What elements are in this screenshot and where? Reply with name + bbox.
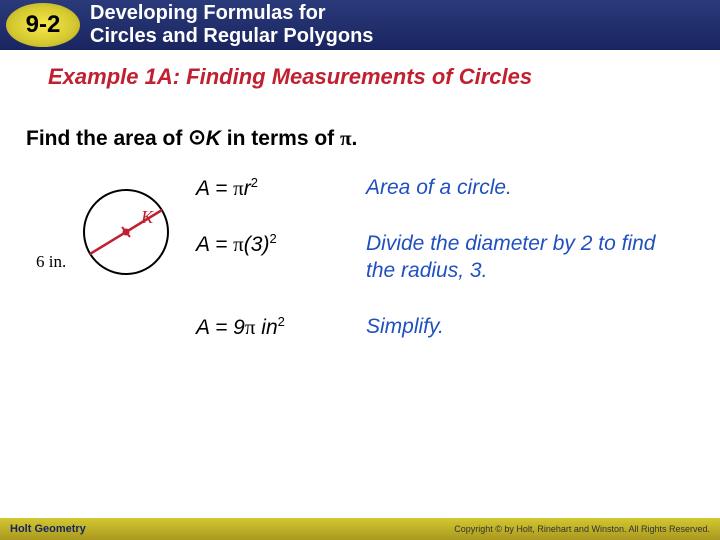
prompt-end: . (352, 127, 358, 150)
title-line1: Developing Formulas for (90, 2, 373, 25)
circle-symbol: ⊙ (188, 125, 206, 149)
explanation-3: Simplify. (366, 314, 666, 340)
work-table: A = πr2 Area of a circle. A = π(3)2 Divi… (196, 175, 666, 370)
content-area: K 6 in. A = πr2 Area of a circle. A = π(… (0, 171, 720, 370)
center-label: K (140, 207, 154, 227)
explanation-2: Divide the diameter by 2 to find the rad… (366, 231, 666, 284)
circle-svg: K 6 in. (36, 177, 186, 297)
title-line2: Circles and Regular Polygons (90, 25, 373, 48)
section-badge: 9-2 (6, 3, 80, 47)
footer: Holt Geometry Copyright © by Holt, Rineh… (0, 518, 720, 540)
work-row: A = 9π in2 Simplify. (196, 314, 666, 340)
footer-right: Copyright © by Holt, Rinehart and Winsto… (454, 524, 710, 534)
circle-figure: K 6 in. (36, 177, 186, 370)
footer-left: Holt Geometry (10, 523, 86, 535)
equation-1: A = πr2 (196, 175, 366, 201)
explanation-1: Area of a circle. (366, 175, 666, 201)
prompt: Find the area of ⊙K in terms of π. (26, 126, 720, 151)
header-title: Developing Formulas for Circles and Regu… (90, 2, 373, 48)
work-row: A = πr2 Area of a circle. (196, 175, 666, 201)
equation-2: A = π(3)2 (196, 231, 366, 257)
section-number: 9-2 (26, 11, 61, 39)
header-bar: 9-2 Developing Formulas for Circles and … (0, 0, 720, 50)
work-row: A = π(3)2 Divide the diameter by 2 to fi… (196, 231, 666, 284)
equation-3: A = 9π in2 (196, 314, 366, 340)
prompt-prefix: Find the area of (26, 127, 188, 150)
prompt-mid: in terms of (221, 127, 340, 150)
prompt-pi: π (340, 126, 352, 150)
diameter-label: 6 in. (36, 252, 66, 271)
prompt-var: K (206, 127, 221, 150)
example-title: Example 1A: Finding Measurements of Circ… (48, 64, 720, 90)
center-dot (123, 229, 130, 236)
